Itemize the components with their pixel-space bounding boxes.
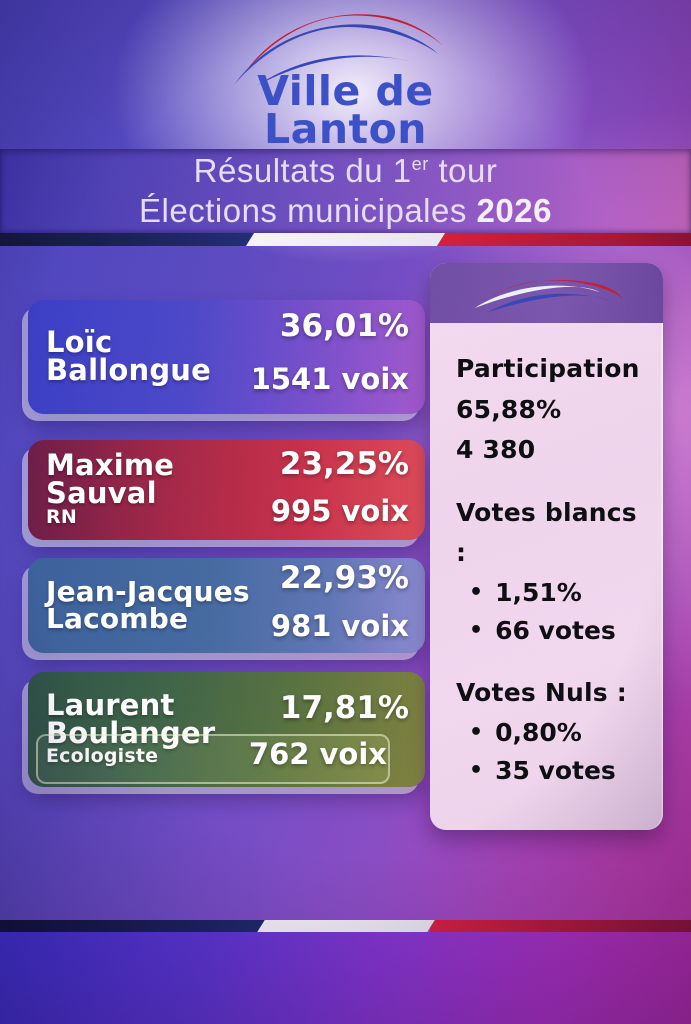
null-votes-percent-row: • 0,80% (456, 714, 653, 753)
bullet-icon: • (469, 618, 484, 644)
bullet-icon: • (469, 719, 484, 745)
bullet-icon: • (469, 579, 484, 605)
title-banner: Résultats du 1er tour Élections municipa… (0, 149, 691, 233)
participation-percent: 65,88% (456, 394, 562, 424)
candidate-votes: 981 voix (270, 609, 409, 643)
null-votes-percent: 0,80% (495, 717, 582, 747)
candidate-votes: 995 voix (270, 494, 409, 528)
participation-count: 4 380 (456, 435, 536, 464)
logo-title-line2: Lanton (264, 105, 427, 154)
null-votes-label: Votes Nuls : (456, 678, 627, 707)
candidate-percent: 17,81% (279, 690, 409, 726)
panel-header (430, 263, 663, 323)
blank-votes-percent-row: • 1,51% (456, 574, 653, 613)
banner-line2: Élections municipales 2026 (139, 191, 552, 231)
candidate-percent: 36,01% (279, 308, 409, 344)
stripe-red-segment (430, 920, 691, 932)
city-logo: Ville de Lanton (196, 6, 496, 154)
panel-spacer (456, 651, 653, 673)
bottom-background-band (0, 932, 691, 1024)
candidate-card-lacombe: Jean-Jacques Lacombe 22,93% 981 voix (28, 558, 425, 653)
stripe-blue-segment (0, 920, 289, 932)
candidate-votes: 1541 voix (250, 362, 409, 396)
panel-body: Participation 65,88% 4 380 Votes blancs … (430, 323, 663, 791)
null-votes-count: 35 votes (495, 756, 616, 786)
candidate-percent: 22,93% (279, 560, 409, 596)
participation-label: Participation (456, 354, 640, 383)
blank-votes-count: 66 votes (495, 616, 616, 646)
banner-line1-suffix: tour (428, 151, 498, 189)
banner-line2-text: Élections municipales (139, 192, 477, 229)
blank-votes-count-row: • 66 votes (456, 612, 653, 651)
stripe-white-segment (245, 233, 445, 246)
stripe-white-segment (256, 920, 435, 932)
blank-votes-percent: 1,51% (495, 577, 582, 607)
null-votes-count-row: • 35 votes (456, 752, 653, 791)
stripe-red-segment (430, 233, 691, 246)
tricolor-stripe-top (0, 233, 691, 246)
tricolor-stripe-bottom (0, 920, 691, 932)
candidate-card-ballongue: Loïc Ballongue 36,01% 1541 voix (28, 300, 425, 414)
participation-panel: Participation 65,88% 4 380 Votes blancs … (430, 263, 663, 830)
banner-line1-superscript: er (411, 153, 429, 174)
bullet-icon: • (469, 758, 484, 784)
candidate-percent: 23,25% (279, 446, 409, 482)
panel-swoosh-icon (474, 279, 623, 313)
candidate-votes: 762 voix (248, 737, 387, 771)
candidate-card-boulanger: Laurent Boulanger Ecologiste 17,81% 762 … (28, 672, 425, 787)
banner-year: 2026 (476, 192, 552, 229)
candidate-card-sauval: Maxime Sauval RN 23,25% 995 voix (28, 440, 425, 540)
blank-votes-label: Votes blancs : (456, 497, 637, 568)
banner-line1: Résultats du 1er tour (194, 151, 498, 191)
panel-spacer (456, 471, 653, 493)
banner-line1-text: Résultats du 1 (193, 151, 412, 189)
